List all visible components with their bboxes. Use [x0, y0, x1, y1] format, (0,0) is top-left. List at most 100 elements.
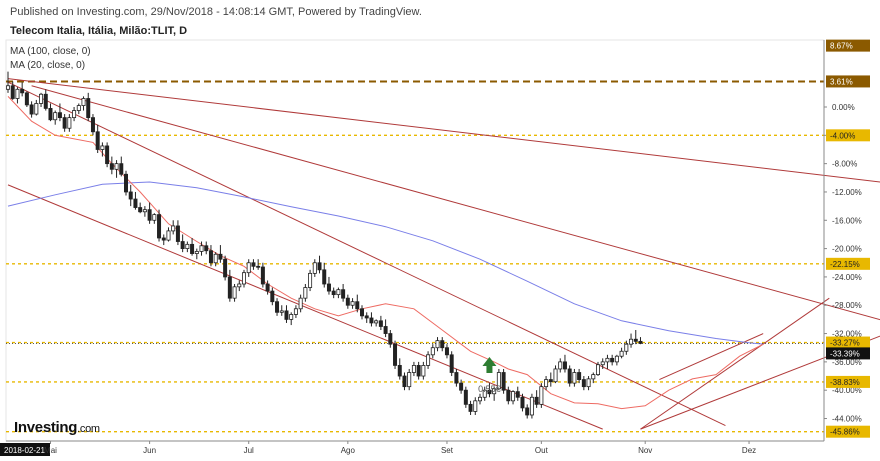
- candle-body: [454, 372, 459, 384]
- candle-body: [402, 375, 407, 388]
- ma100-line: [7, 181, 764, 345]
- candle-body: [298, 297, 303, 310]
- candle-body: [10, 85, 15, 99]
- candle-body: [279, 310, 284, 313]
- candle-body: [529, 396, 534, 416]
- candles: 0.55€: [6, 71, 643, 419]
- candle-body: [572, 372, 577, 384]
- grid: [5, 39, 825, 442]
- candle-body: [161, 237, 166, 241]
- candle-body: [506, 389, 511, 402]
- candle-body: [39, 93, 44, 104]
- candle-body: [591, 374, 596, 380]
- candle-body: [355, 301, 360, 310]
- candle-body: [138, 207, 143, 213]
- candle-body: [251, 262, 256, 267]
- candle-body: [562, 361, 567, 370]
- x-tick-label: Dez: [742, 446, 756, 455]
- candle-body: [496, 372, 501, 390]
- y-tick-label: -40.00%: [832, 386, 862, 395]
- candle-body: [133, 198, 138, 208]
- candle-body: [610, 357, 615, 363]
- investing-logo: Investing.com: [14, 419, 100, 436]
- candle-body: [76, 105, 81, 111]
- x-start-label: 2018-02-21: [4, 446, 45, 455]
- candle-body: [114, 163, 119, 170]
- candle-body: [175, 225, 180, 242]
- level-tag: [826, 336, 870, 349]
- x-tick-label: Jun: [143, 446, 156, 455]
- candle-body: [397, 365, 402, 377]
- candle-body: [577, 372, 582, 380]
- candle-body: [638, 340, 643, 344]
- candle-body: [275, 301, 280, 313]
- x-tick-label: Nov: [638, 446, 652, 455]
- candle-body: [213, 253, 218, 264]
- level-tag: [826, 129, 870, 142]
- candle-body: [331, 290, 336, 296]
- current-tag: [826, 347, 870, 360]
- candle-body: [345, 297, 350, 306]
- candle-body: [199, 245, 204, 252]
- candle-body: [57, 112, 62, 119]
- candle-body: [157, 214, 162, 239]
- candle-body: [326, 283, 331, 292]
- candle-body: [90, 117, 95, 133]
- symbol-title: Telecom Italia, Itália, Milão:TLIT, D: [10, 25, 188, 37]
- candle-body: [596, 364, 601, 376]
- candle-body: [468, 403, 473, 412]
- y-tick-label: 0.00%: [832, 103, 855, 112]
- trendline: [659, 333, 764, 381]
- candle-body: [416, 365, 421, 377]
- candle-body: [501, 372, 506, 391]
- trendline: [31, 85, 880, 321]
- candle-body: [289, 314, 294, 320]
- candle-body: [152, 214, 157, 221]
- candle-body: [364, 315, 369, 319]
- x-tick-label: Ago: [341, 446, 356, 455]
- candle-body: [147, 209, 152, 221]
- candle-body: [256, 265, 261, 268]
- candle-body: [223, 258, 228, 278]
- annotation-label: 0.55€: [478, 384, 501, 394]
- candle-body: [430, 347, 435, 356]
- candle-body: [185, 243, 190, 250]
- candle-body: [270, 290, 275, 303]
- level-tag-label: -38.83%: [830, 378, 860, 387]
- candle-body: [20, 88, 25, 94]
- candle-body: [463, 389, 468, 405]
- candle-body: [317, 262, 322, 271]
- x-start-tag: [0, 443, 50, 456]
- level-tag-label: 8.67%: [830, 42, 853, 51]
- candle-body: [341, 289, 346, 299]
- candle-body: [600, 361, 605, 366]
- axes: 0.00% -4.00% -8.00% -12.00% -16.00% -20.00% -2…: [0, 39, 870, 456]
- candle-body: [511, 391, 516, 402]
- candle-body: [208, 250, 213, 264]
- candle-body: [15, 88, 20, 99]
- candle-body: [312, 262, 317, 274]
- candle-body: [284, 310, 289, 320]
- candle-body: [204, 245, 209, 252]
- candle-body: [237, 283, 242, 288]
- level-tag: [826, 257, 870, 270]
- candle-body: [171, 225, 176, 232]
- candle-body: [407, 372, 412, 388]
- candle-body: [624, 343, 629, 352]
- candle-body: [86, 98, 91, 119]
- candle-body: [303, 287, 308, 299]
- ma20-legend: MA (20, close, 0): [10, 60, 86, 71]
- candle-body: [586, 378, 591, 388]
- x-tick-label: Out: [535, 446, 549, 455]
- candle-body: [142, 209, 147, 213]
- candle-body: [246, 262, 251, 274]
- candle-body: [232, 286, 237, 299]
- candle-body: [534, 396, 539, 405]
- candle-body: [241, 272, 246, 285]
- candle-body: [105, 145, 110, 165]
- candle-body: [194, 251, 199, 254]
- candle-body: [100, 145, 105, 150]
- candle-body: [525, 407, 530, 416]
- candle-body: [119, 163, 124, 175]
